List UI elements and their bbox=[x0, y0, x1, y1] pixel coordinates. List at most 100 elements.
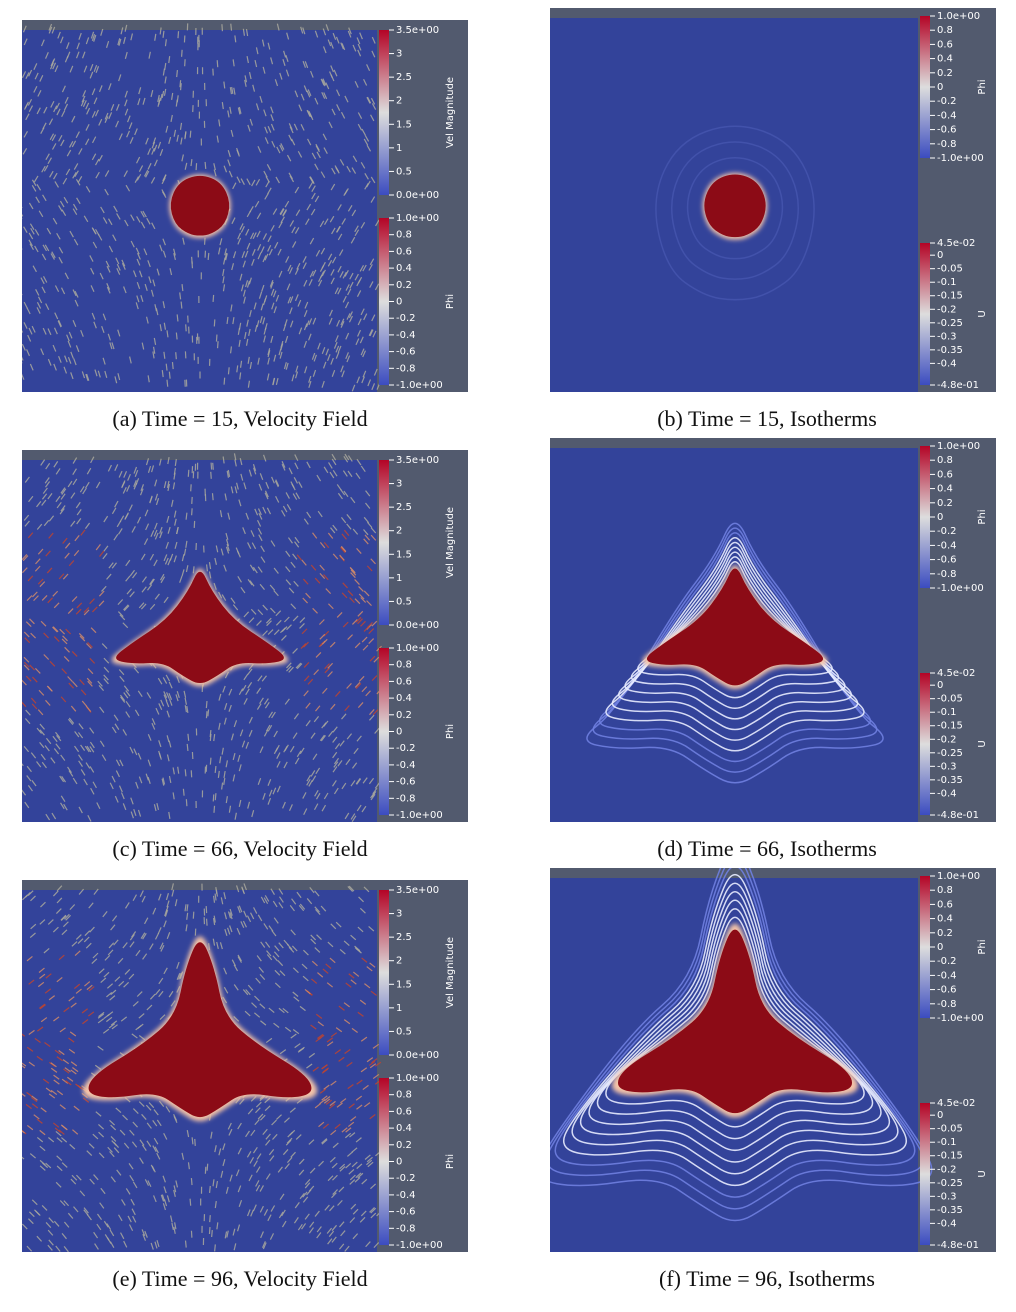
velocity-arrow bbox=[33, 595, 39, 602]
colorbar bbox=[920, 876, 930, 1018]
velocity-arrow bbox=[263, 923, 269, 930]
velocity-arrow bbox=[185, 540, 188, 548]
velocity-arrow bbox=[158, 703, 163, 711]
velocity-arrow bbox=[156, 802, 160, 811]
velocity-arrow bbox=[97, 680, 103, 687]
velocity-arrow bbox=[98, 684, 105, 692]
velocity-arrow bbox=[22, 567, 28, 574]
velocity-arrow bbox=[190, 1178, 193, 1186]
velocity-arrow bbox=[237, 1147, 242, 1155]
velocity-arrow bbox=[282, 801, 286, 809]
velocity-arrow bbox=[132, 1181, 138, 1189]
velocity-arrow bbox=[243, 611, 250, 618]
velocity-arrow bbox=[130, 214, 135, 221]
velocity-arrow bbox=[306, 778, 311, 786]
velocity-arrow bbox=[321, 1139, 328, 1145]
velocity-arrow bbox=[152, 351, 155, 359]
velocity-arrow bbox=[23, 130, 28, 138]
velocity-arrow bbox=[344, 270, 349, 277]
velocity-arrow bbox=[135, 156, 141, 164]
velocity-arrow bbox=[303, 279, 308, 287]
velocity-arrow bbox=[248, 469, 252, 477]
velocity-arrow bbox=[293, 477, 299, 484]
velocity-arrow bbox=[288, 946, 295, 953]
velocity-arrow bbox=[68, 1048, 76, 1054]
velocity-arrow bbox=[262, 317, 266, 325]
velocity-arrow bbox=[331, 780, 337, 787]
velocity-arrow bbox=[333, 69, 338, 77]
velocity-arrow bbox=[252, 1146, 258, 1154]
colorbar-tick-label: -0.8 bbox=[937, 999, 957, 1010]
velocity-arrow bbox=[370, 97, 376, 105]
velocity-arrow bbox=[98, 968, 105, 974]
velocity-arrow bbox=[362, 370, 367, 378]
velocity-arrow bbox=[278, 221, 283, 229]
colorbar-title: Phi bbox=[977, 79, 988, 94]
velocity-arrow bbox=[274, 241, 279, 249]
velocity-arrow bbox=[305, 702, 311, 709]
velocity-arrow bbox=[236, 927, 241, 935]
colorbar-tick-label: 0.6 bbox=[396, 676, 412, 687]
velocity-arrow bbox=[329, 1100, 336, 1107]
velocity-arrow bbox=[365, 690, 371, 697]
velocity-arrow bbox=[50, 757, 56, 764]
velocity-arrow bbox=[303, 808, 308, 816]
velocity-arrow bbox=[177, 31, 180, 39]
velocity-arrow bbox=[75, 131, 80, 139]
velocity-arrow bbox=[179, 972, 183, 980]
velocity-arrow bbox=[93, 34, 97, 42]
velocity-arrow bbox=[42, 244, 48, 252]
velocity-arrow bbox=[71, 596, 78, 602]
velocity-arrow bbox=[90, 267, 95, 275]
velocity-arrow bbox=[298, 1046, 305, 1052]
velocity-arrow bbox=[229, 908, 233, 916]
velocity-arrow bbox=[165, 893, 170, 901]
velocity-arrow bbox=[344, 1132, 352, 1139]
velocity-arrow bbox=[264, 1105, 271, 1112]
velocity-arrow bbox=[109, 995, 116, 1001]
velocity-arrow bbox=[102, 357, 106, 365]
velocity-arrow bbox=[352, 971, 360, 977]
velocity-arrow bbox=[234, 486, 238, 494]
velocity-arrow bbox=[115, 759, 121, 767]
velocity-arrow bbox=[371, 620, 378, 627]
velocity-arrow bbox=[119, 614, 126, 621]
velocity-arrow bbox=[313, 803, 319, 811]
velocity-arrow bbox=[213, 734, 216, 742]
velocity-arrow bbox=[102, 553, 108, 560]
velocity-arrow bbox=[129, 569, 135, 577]
velocity-arrow bbox=[315, 767, 321, 775]
velocity-arrow bbox=[230, 129, 234, 137]
velocity-arrow bbox=[218, 591, 223, 599]
velocity-arrow bbox=[374, 727, 380, 734]
velocity-arrow bbox=[283, 362, 287, 370]
velocity-arrow bbox=[291, 241, 297, 248]
velocity-arrow bbox=[347, 590, 354, 597]
velocity-arrow bbox=[123, 286, 127, 294]
velocity-arrow bbox=[141, 1113, 147, 1120]
velocity-arrow bbox=[220, 897, 224, 905]
velocity-arrow bbox=[123, 605, 130, 612]
velocity-arrow bbox=[318, 279, 323, 287]
velocity-arrow bbox=[371, 1058, 378, 1064]
velocity-arrow bbox=[273, 917, 279, 924]
velocity-arrow bbox=[358, 593, 365, 600]
velocity-arrow bbox=[268, 789, 273, 797]
velocity-arrow bbox=[332, 751, 338, 759]
velocity-arrow bbox=[260, 941, 266, 948]
velocity-arrow bbox=[338, 1243, 345, 1250]
velocity-arrow bbox=[78, 633, 85, 639]
velocity-arrow bbox=[334, 287, 339, 295]
velocity-arrow bbox=[31, 325, 36, 333]
velocity-arrow bbox=[306, 1189, 312, 1196]
velocity-arrow bbox=[247, 984, 254, 991]
velocity-arrow bbox=[279, 970, 286, 977]
velocity-arrow bbox=[332, 32, 337, 40]
velocity-arrow bbox=[237, 954, 242, 962]
velocity-arrow bbox=[299, 903, 306, 910]
velocity-arrow bbox=[345, 758, 351, 766]
velocity-arrow bbox=[116, 267, 121, 275]
velocity-arrow bbox=[349, 281, 354, 289]
velocity-arrow bbox=[256, 703, 262, 710]
velocity-arrow bbox=[363, 626, 370, 632]
